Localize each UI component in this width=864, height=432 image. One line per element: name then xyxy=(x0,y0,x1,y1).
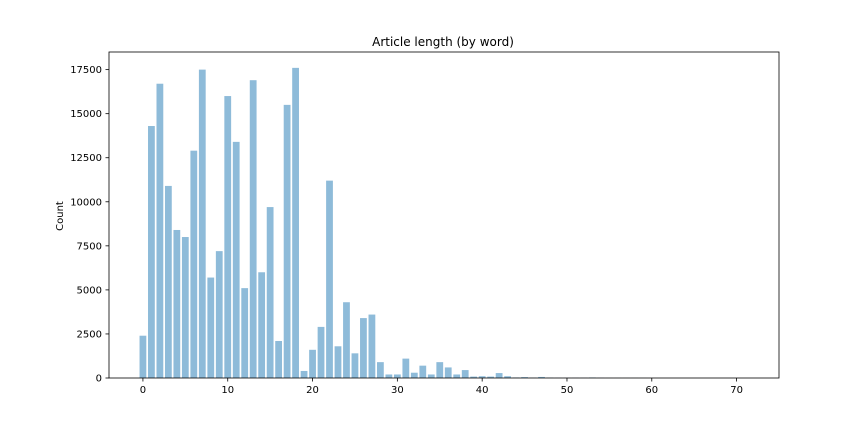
y-tick-label: 12500 xyxy=(70,153,102,164)
x-tick-label: 20 xyxy=(306,385,319,396)
bar-24 xyxy=(343,302,350,378)
y-tick-label: 7500 xyxy=(77,241,102,252)
y-tick-label: 17500 xyxy=(70,65,102,76)
bar-11 xyxy=(232,141,240,378)
bar-1 xyxy=(148,126,155,379)
y-tick-label: 2500 xyxy=(77,329,102,340)
x-tick-label: 50 xyxy=(561,385,574,396)
bar-32 xyxy=(410,372,418,378)
y-axis-label: Count xyxy=(55,201,66,231)
bar-21 xyxy=(317,326,325,378)
bar-36 xyxy=(444,367,452,378)
bar-39 xyxy=(470,376,478,378)
bar-42 xyxy=(495,373,503,378)
x-tick-label: 10 xyxy=(221,385,234,396)
plot-frame xyxy=(108,51,780,379)
bar-45 xyxy=(521,377,528,378)
bar-13 xyxy=(249,80,257,379)
chart-title: Article length (by word) xyxy=(372,35,514,49)
bar-31 xyxy=(402,358,410,378)
bar-30 xyxy=(393,374,401,378)
bar-14 xyxy=(258,272,266,378)
bar-20 xyxy=(309,349,316,378)
bar-6 xyxy=(190,150,198,378)
bar-40 xyxy=(478,376,486,378)
bar-22 xyxy=(326,180,333,378)
bar-25 xyxy=(351,353,359,378)
x-axis-ticks: 0 10 20 30 40 50 60 70 xyxy=(140,378,743,396)
x-tick-label: 0 xyxy=(140,385,146,396)
bar-16 xyxy=(275,340,283,378)
bar-2 xyxy=(156,83,164,378)
bar-12 xyxy=(241,288,249,378)
bar-4 xyxy=(173,229,181,378)
bar-34 xyxy=(427,374,435,378)
y-tick-label: 5000 xyxy=(77,285,102,296)
bar-38 xyxy=(461,370,469,378)
bar-29 xyxy=(385,374,393,378)
bar-43 xyxy=(504,376,511,378)
x-tick-label: 40 xyxy=(476,385,489,396)
bar-28 xyxy=(377,362,384,378)
bar-35 xyxy=(436,362,444,378)
x-tick-label: 30 xyxy=(391,385,404,396)
x-tick-label: 70 xyxy=(730,385,743,396)
bar-41 xyxy=(487,376,495,378)
bar-3 xyxy=(164,185,172,378)
bar-7 xyxy=(198,69,206,379)
bar-26 xyxy=(360,318,367,378)
y-tick-label: 10000 xyxy=(70,197,102,208)
bar-19 xyxy=(300,370,308,378)
bar-10 xyxy=(224,96,232,379)
y-axis-ticks: 0 2500 5000 7500 10000 12500 15000 17500 xyxy=(70,65,109,385)
y-tick-label: 0 xyxy=(96,374,102,385)
bar-8 xyxy=(207,277,215,378)
bar-5 xyxy=(181,237,189,378)
bar-37 xyxy=(453,374,461,378)
bar-23 xyxy=(334,346,342,378)
bar-47 xyxy=(538,376,545,378)
x-tick-label: 60 xyxy=(645,385,658,396)
bar-27 xyxy=(368,314,376,378)
bars-group xyxy=(139,67,647,379)
bar-17 xyxy=(283,104,291,378)
bar-9 xyxy=(215,251,223,378)
bar-18 xyxy=(292,67,299,378)
bar-0 xyxy=(139,335,147,378)
y-tick-label: 15000 xyxy=(70,109,102,120)
bar-15 xyxy=(266,207,274,378)
bar-33 xyxy=(419,365,427,378)
